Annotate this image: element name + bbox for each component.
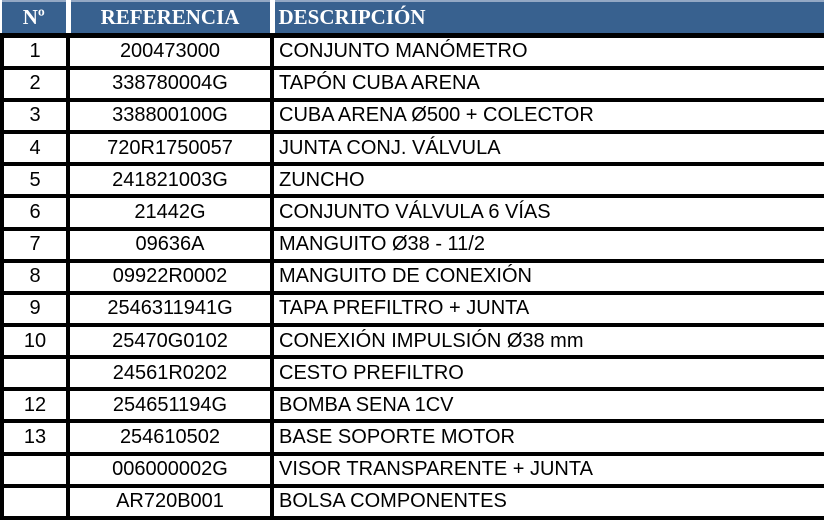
header-row: Nº REFERENCIA DESCRIPCIÓN [2,0,824,38]
cell-desc: VISOR TRANSPARENTE + JUNTA [270,451,824,488]
cell-num: 12 [0,387,70,424]
cell-num: 1 [0,33,70,70]
cell-num [0,451,70,488]
cell-ref: 254610502 [66,419,274,456]
table-row: 1 200473000 CONJUNTO MANÓMETRO [0,33,824,70]
cell-desc: ZUNCHO [270,162,824,199]
cell-num: 4 [0,130,70,167]
cell-desc: BASE SOPORTE MOTOR [270,419,824,456]
cell-num: 6 [0,194,70,231]
column-header-descripcion: DESCRIPCIÓN [269,0,824,38]
cell-num: 10 [0,322,70,360]
cell-num: 8 [0,258,70,295]
cell-num [0,483,70,520]
table-row: 6 21442G CONJUNTO VÁLVULA 6 VÍAS [0,194,824,231]
cell-desc: CESTO PREFILTRO [270,355,824,392]
cell-desc: BOLSA COMPONENTES [270,483,824,520]
table-header: Nº REFERENCIA DESCRIPCIÓN [2,0,824,38]
cell-desc: CUBA ARENA Ø500 + COLECTOR [270,97,824,135]
table-body: 1 200473000 CONJUNTO MANÓMETRO 2 3387800… [0,33,824,520]
table-row: 13 254610502 BASE SOPORTE MOTOR [0,419,824,456]
cell-desc: JUNTA CONJ. VÁLVULA [270,130,824,167]
cell-ref: 338780004G [66,65,274,102]
cell-num: 13 [0,419,70,456]
cell-ref: 200473000 [66,33,274,70]
cell-desc: TAPA PREFILTRO + JUNTA [270,290,824,328]
cell-ref: 720R1750057 [66,130,274,167]
cell-num: 3 [0,97,70,135]
cell-num [0,355,70,392]
column-header-referencia: REFERENCIA [65,0,272,38]
cell-num: 7 [0,226,70,263]
cell-ref: 24561R0202 [66,355,274,392]
cell-ref: 25470G0102 [66,322,274,360]
cell-num: 5 [0,162,70,199]
table-row: 4 720R1750057 JUNTA CONJ. VÁLVULA [0,130,824,167]
cell-desc: CONJUNTO MANÓMETRO [270,33,824,70]
cell-desc: TAPÓN CUBA ARENA [270,65,824,102]
table-row: 2 338780004G TAPÓN CUBA ARENA [0,65,824,102]
cell-desc: MANGUITO DE CONEXIÓN [270,258,824,295]
cell-ref: 338800100G [66,97,274,135]
table-row: 006000002G VISOR TRANSPARENTE + JUNTA [0,451,824,488]
cell-ref: 006000002G [66,451,274,488]
table-row: 24561R0202 CESTO PREFILTRO [0,355,824,392]
cell-num: 2 [0,65,70,102]
cell-ref: 09922R0002 [66,258,274,295]
table-row: 5 241821003G ZUNCHO [0,162,824,199]
cell-desc: BOMBA SENA 1CV [270,387,824,424]
cell-ref: 254651194G [66,387,274,424]
table-row: 9 2546311941G TAPA PREFILTRO + JUNTA [0,290,824,328]
cell-ref: 2546311941G [66,290,274,328]
table-row: 7 09636A MANGUITO Ø38 - 11/2 [0,226,824,263]
cell-num: 9 [0,290,70,328]
cell-ref: 21442G [66,194,274,231]
cell-ref: AR720B001 [66,483,274,520]
table-row: 12 254651194G BOMBA SENA 1CV [0,387,824,424]
cell-desc: MANGUITO Ø38 - 11/2 [270,226,824,263]
cell-ref: 241821003G [66,162,274,199]
cell-desc: CONEXIÓN IMPULSIÓN Ø38 mm [270,322,824,360]
column-header-num: Nº [2,0,68,38]
cell-ref: 09636A [66,226,274,263]
table-row: 3 338800100G CUBA ARENA Ø500 + COLECTOR [0,97,824,135]
table-row: AR720B001 BOLSA COMPONENTES [0,483,824,520]
table-row: 10 25470G0102 CONEXIÓN IMPULSIÓN Ø38 mm [0,322,824,360]
cell-desc: CONJUNTO VÁLVULA 6 VÍAS [270,194,824,231]
table-row: 8 09922R0002 MANGUITO DE CONEXIÓN [0,258,824,295]
